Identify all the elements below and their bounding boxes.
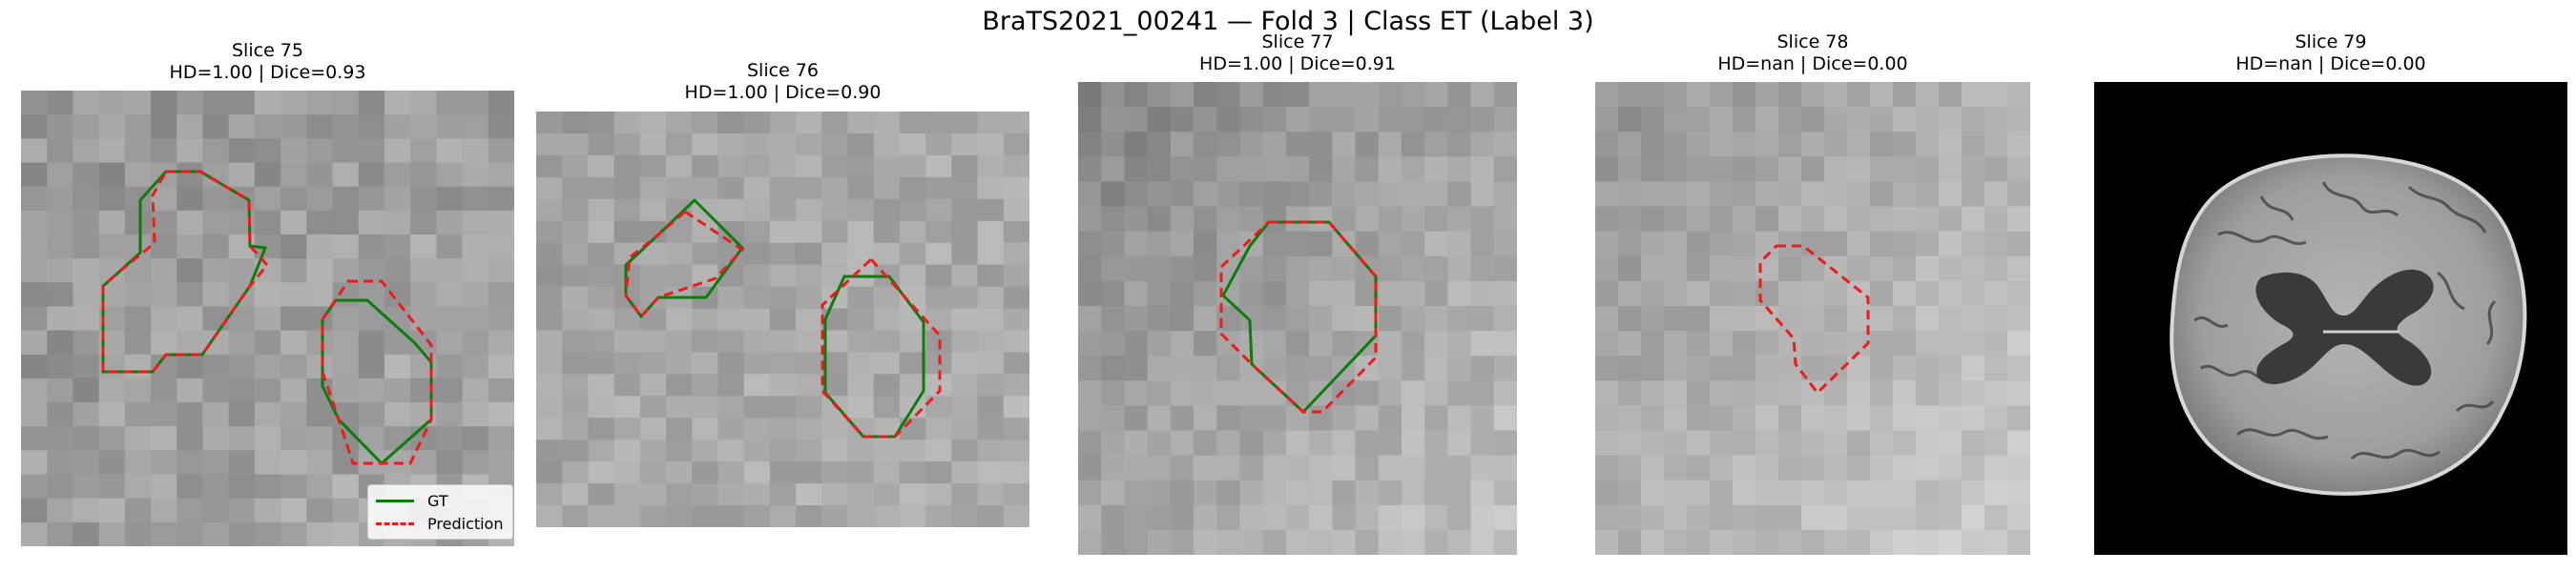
legend-item-gt: GT: [376, 489, 503, 512]
mri-patch-image: [1595, 82, 2030, 555]
mri-patch-image: [21, 91, 514, 546]
panel-title-slice: Slice 75: [232, 40, 303, 61]
legend-label-gt: GT: [427, 491, 448, 510]
panel-title-slice: Slice 76: [747, 60, 819, 81]
mri-patch-image: [536, 112, 1029, 527]
gt-line-swatch: [376, 499, 414, 502]
legend: GT Prediction: [367, 484, 514, 540]
panel-title-slice: Slice 79: [2295, 31, 2367, 52]
brain-slice-image: [2094, 82, 2567, 555]
panel-title-slice: Slice 78: [1776, 31, 1849, 52]
panel-title-metrics: HD=nan | Dice=0.00: [2235, 53, 2426, 74]
mri-patch-image: [1078, 82, 1517, 555]
legend-item-prediction: Prediction: [376, 512, 503, 535]
panel-title-metrics: HD=1.00 | Dice=0.93: [169, 62, 366, 83]
suptitle: BraTS2021_00241 — Fold 3 | Class ET (Lab…: [982, 7, 1594, 36]
legend-label-prediction: Prediction: [427, 514, 504, 533]
panel-title-metrics: HD=nan | Dice=0.00: [1717, 53, 1908, 74]
panel-title-slice: Slice 77: [1261, 31, 1334, 52]
ventricles: [2255, 269, 2434, 386]
prediction-line-swatch: [376, 521, 414, 525]
panel-title-metrics: HD=1.00 | Dice=0.91: [1199, 53, 1396, 74]
panel-title-metrics: HD=1.00 | Dice=0.90: [684, 82, 882, 103]
